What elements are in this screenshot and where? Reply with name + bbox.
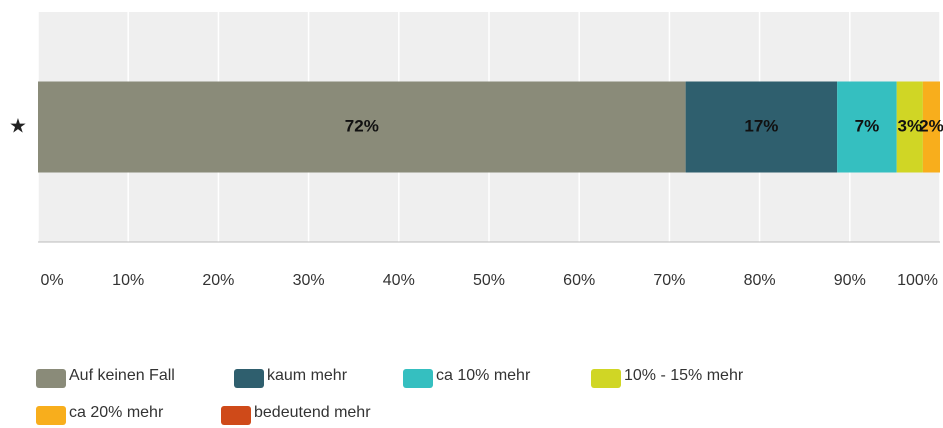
legend-label: ca 10% mehr <box>436 367 531 384</box>
value-label: 7% <box>855 116 880 135</box>
legend-swatch <box>234 369 264 388</box>
legend-label: Auf keinen Fall <box>69 367 175 384</box>
legend-label: kaum mehr <box>267 367 348 384</box>
legend-swatch <box>36 406 66 425</box>
x-tick-label: 60% <box>563 272 595 289</box>
value-label: 17% <box>744 116 778 135</box>
value-label: 72% <box>345 116 379 135</box>
x-tick-label: 40% <box>383 272 415 289</box>
x-tick-label: 20% <box>202 272 234 289</box>
bar-segment <box>922 81 940 173</box>
legend-swatch <box>403 369 433 388</box>
legend-swatch <box>36 369 66 388</box>
x-tick-label: 80% <box>744 272 776 289</box>
x-tick-label: 0% <box>40 272 63 289</box>
legend-label: bedeutend mehr <box>254 404 371 421</box>
legend-label: ca 20% mehr <box>69 404 164 421</box>
x-tick-label: 30% <box>293 272 325 289</box>
x-tick-label: 10% <box>112 272 144 289</box>
x-tick-label: 50% <box>473 272 505 289</box>
bar-segment <box>38 81 686 173</box>
bar-segment <box>685 81 838 173</box>
y-tick-label: ★ <box>9 115 27 137</box>
x-tick-label: 90% <box>834 272 866 289</box>
x-tick-label: 100% <box>897 272 938 289</box>
x-tick-label: 70% <box>653 272 685 289</box>
legend-label: 10% - 15% mehr <box>624 367 744 384</box>
bar-segment <box>896 81 923 173</box>
legend-swatch <box>221 406 251 425</box>
value-label: 3% <box>897 116 922 135</box>
legend-swatch <box>591 369 621 388</box>
value-label: 2% <box>919 116 943 135</box>
bar-segment <box>837 81 897 173</box>
